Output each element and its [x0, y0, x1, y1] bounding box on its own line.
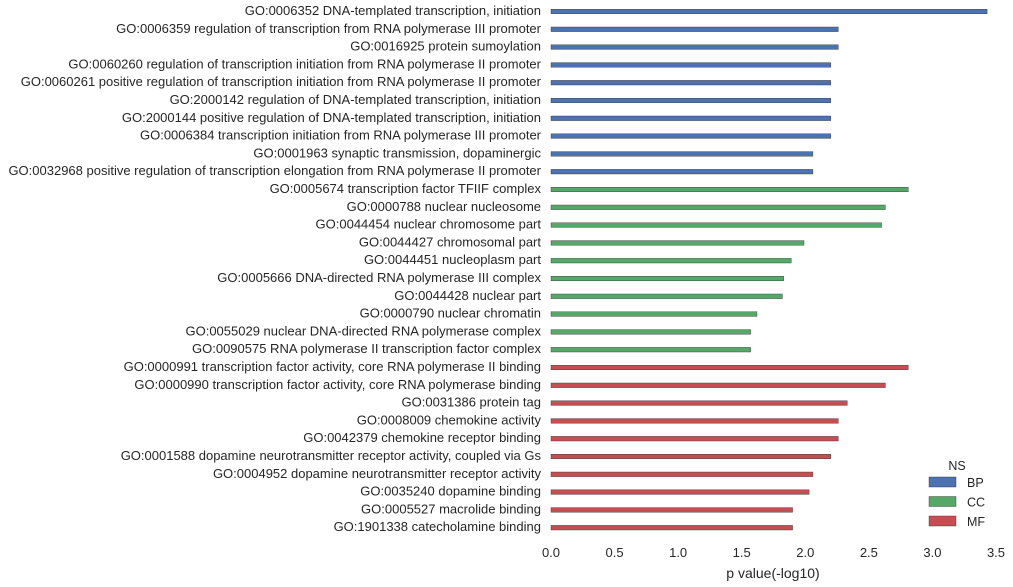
bar-mf	[550, 365, 909, 371]
category-labels: GO:0006352 DNA-templated transcription, …	[8, 3, 541, 534]
bar-mf	[550, 489, 810, 495]
legend-swatch-bp	[928, 476, 957, 488]
category-label: GO:0032968 positive regulation of transc…	[8, 163, 541, 178]
bar-bp	[550, 80, 831, 86]
category-label: GO:0044427 chromosomal part	[359, 234, 541, 249]
legend-label-mf: MF	[967, 515, 985, 529]
x-tick-label: 1.5	[733, 545, 751, 560]
x-tick-label: 3.0	[923, 545, 941, 560]
legend-title: NS	[948, 459, 965, 473]
legend-label-bp: BP	[967, 476, 984, 490]
x-tick-label: 3.5	[987, 545, 1005, 560]
bar-mf	[550, 436, 839, 442]
bar-cc	[550, 240, 805, 246]
x-tick-label: 2.5	[860, 545, 878, 560]
category-label: GO:0016925 protein sumoylation	[350, 39, 541, 54]
category-label: GO:0001588 dopamine neurotransmitter rec…	[121, 448, 542, 463]
x-tick-label: 0.0	[542, 545, 560, 560]
bar-cc	[550, 222, 882, 228]
category-label: GO:0060260 regulation of transcription i…	[68, 56, 541, 71]
bar-mf	[550, 525, 793, 531]
category-label: GO:0000788 nuclear nucleosome	[347, 199, 541, 214]
x-tick-label: 0.5	[606, 545, 624, 560]
bar-cc	[550, 204, 886, 210]
category-label: GO:0042379 chemokine receptor binding	[303, 430, 541, 445]
bar-bp	[550, 8, 988, 14]
category-label: GO:0044454 nuclear chromosome part	[316, 217, 542, 232]
x-tick-label: 1.0	[669, 545, 687, 560]
category-label: GO:0004952 dopamine neurotransmitter rec…	[213, 466, 542, 481]
category-label: GO:0005674 transcription factor TFIIF co…	[270, 181, 542, 196]
bar-cc	[550, 186, 909, 192]
legend-label-cc: CC	[967, 496, 985, 510]
category-label: GO:0006384 transcription initiation from…	[140, 128, 542, 143]
bar-mf	[550, 454, 831, 460]
category-label: GO:0060261 positive regulation of transc…	[21, 74, 542, 89]
category-label: GO:0005527 macrolide binding	[361, 501, 541, 516]
category-label: GO:1901338 catecholamine binding	[334, 519, 541, 534]
bar-bp	[550, 62, 831, 68]
x-axis-title: p value(-log10)	[726, 565, 819, 581]
category-label: GO:2000142 regulation of DNA-templated t…	[170, 92, 541, 107]
category-label: GO:0044428 nuclear part	[394, 288, 541, 303]
bar-mf	[550, 418, 839, 424]
bar-bp	[550, 169, 814, 175]
category-label: GO:0035240 dopamine binding	[360, 484, 541, 499]
bar-bp	[550, 97, 831, 103]
bar-bp	[550, 133, 831, 139]
bar-bp	[550, 115, 831, 121]
legend-swatch-cc	[928, 496, 957, 507]
bar-mf	[550, 400, 848, 406]
category-label: GO:0044451 nucleoplasm part	[364, 252, 541, 267]
category-label: GO:0000790 nuclear chromatin	[360, 306, 541, 321]
category-label: GO:2000144 positive regulation of DNA-te…	[122, 110, 541, 125]
x-axis-ticks: 0.0 0.5 1.0 1.5 2.0 2.5 3.0 3.5	[542, 545, 1005, 560]
bar-cc	[550, 293, 783, 299]
category-label: GO:0090575 RNA polymerase II transcripti…	[192, 341, 541, 356]
bar-cc	[550, 329, 751, 335]
legend-swatch-mf	[928, 515, 957, 527]
bar-cc	[550, 347, 751, 353]
category-label: GO:0031386 protein tag	[402, 395, 542, 410]
bar-mf	[550, 507, 793, 513]
category-label: GO:0006359 regulation of transcription f…	[116, 21, 542, 36]
bar-cc	[550, 311, 758, 317]
category-label: GO:0001963 synaptic transmission, dopami…	[253, 145, 541, 160]
category-label: GO:0008009 chemokine activity	[357, 412, 542, 427]
category-label: GO:0000991 transcription factor activity…	[124, 359, 541, 374]
bar-mf	[550, 382, 886, 388]
legend: NS BP CC MF	[928, 459, 985, 529]
bars-group	[550, 8, 988, 531]
bar-bp	[550, 26, 839, 32]
category-label: GO:0005666 DNA-directed RNA polymerase I…	[217, 270, 541, 285]
bar-mf	[550, 471, 814, 477]
category-label: GO:0000990 transcription factor activity…	[134, 377, 541, 392]
bar-bp	[550, 151, 814, 157]
x-tick-label: 2.0	[796, 545, 814, 560]
bar-cc	[550, 258, 792, 264]
category-label: GO:0055029 nuclear DNA-directed RNA poly…	[185, 323, 541, 338]
bar-cc	[550, 276, 784, 282]
bar-bp	[550, 44, 839, 50]
category-label: GO:0006352 DNA-templated transcription, …	[245, 3, 541, 18]
